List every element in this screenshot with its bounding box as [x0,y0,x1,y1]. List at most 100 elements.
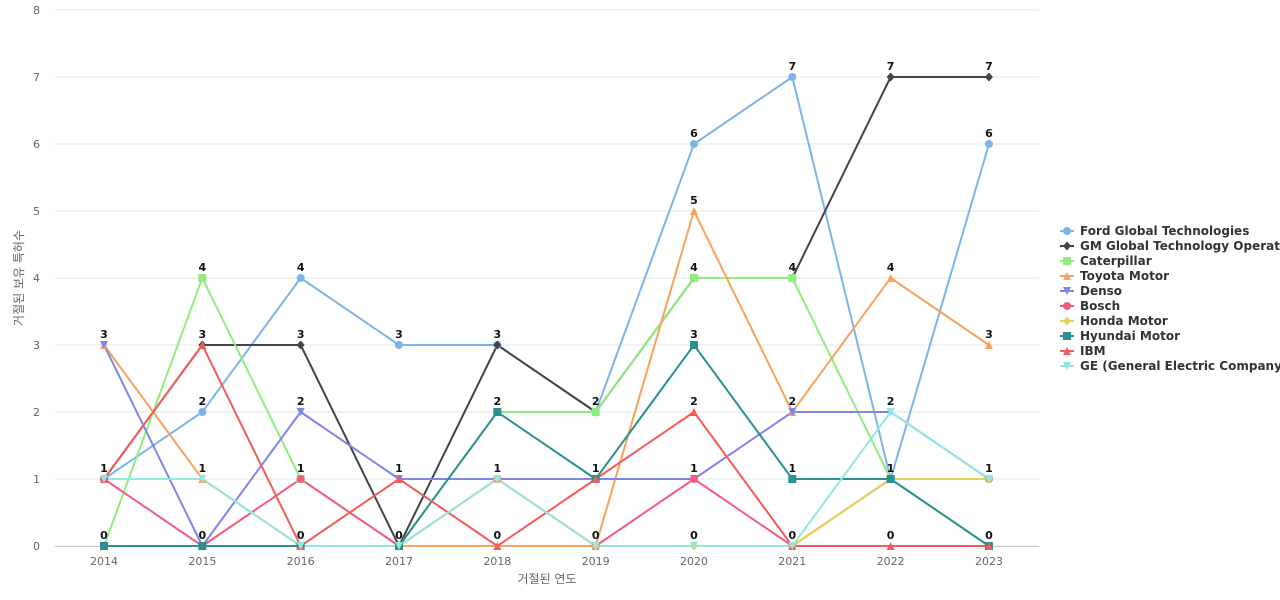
data-label: 0 [297,529,305,542]
data-label: 0 [887,529,895,542]
y-tick-label: 7 [33,71,40,84]
legend-marker [1063,316,1071,326]
legend-item[interactable]: IBM [1060,344,1106,358]
data-point [886,408,895,416]
legend-label: Denso [1080,284,1122,298]
data-label: 0 [100,529,108,542]
legend-marker [1063,362,1071,370]
data-point [886,475,895,483]
x-tick-label: 2017 [385,555,413,568]
data-point [984,72,993,82]
legend-label: Honda Motor [1080,314,1168,328]
data-label: 6 [985,127,993,140]
legend-item[interactable]: Hyundai Motor [1060,329,1180,343]
data-label: 2 [297,395,305,408]
legend-marker [1063,287,1071,295]
data-point [788,274,797,282]
y-axis-title: 거절된 보유 특허수 [12,230,26,326]
data-label: 1 [100,462,108,475]
data-point [788,73,797,81]
x-tick-label: 2019 [582,555,610,568]
data-point [198,274,207,282]
data-point [591,408,600,416]
legend-marker [1063,302,1071,310]
data-point [984,341,993,349]
legend-label: Toyota Motor [1080,269,1169,283]
data-point [493,408,502,416]
data-label: 7 [887,60,895,73]
data-point [100,341,108,349]
legend-item[interactable]: Toyota Motor [1060,269,1169,283]
x-tick-label: 2014 [90,555,118,568]
data-point [493,542,502,550]
data-point [591,475,600,483]
data-point [689,408,698,416]
data-label: 5 [690,194,698,207]
data-label: 1 [788,462,796,475]
y-tick-label: 3 [33,339,40,352]
series-line [103,76,989,547]
data-label: 3 [493,328,501,341]
legend-item[interactable]: Caterpillar [1060,254,1152,268]
data-label: 2 [690,395,698,408]
data-label: 0 [395,529,403,542]
legend-label: Caterpillar [1080,254,1152,268]
data-point [493,475,502,483]
data-label: 3 [690,328,698,341]
data-labels: 3104321043210310321021065432107421074210… [100,60,993,542]
legend-item[interactable]: GM Global Technology Operat... [1060,239,1280,253]
data-point [198,408,207,416]
data-label: 0 [199,529,207,542]
data-label: 0 [690,529,698,542]
data-label: 7 [788,60,796,73]
legend-marker [1063,257,1071,265]
legend-marker [1063,332,1071,340]
data-point [689,542,698,550]
data-label: 0 [493,529,501,542]
data-point [788,408,797,416]
data-label: 6 [690,127,698,140]
data-point [689,341,698,349]
data-label: 3 [297,328,305,341]
data-point [198,475,207,483]
data-label: 3 [199,328,207,341]
data-point [984,140,993,148]
data-point [296,475,305,483]
data-point [296,408,305,416]
y-tick-label: 5 [33,205,40,218]
x-tick-label: 2018 [483,555,511,568]
x-tick-label: 2023 [975,555,1003,568]
x-tick-label: 2020 [680,555,708,568]
y-tick-label: 2 [33,406,40,419]
legend-item[interactable]: Honda Motor [1060,314,1168,328]
data-point [591,542,600,550]
data-point [788,542,797,550]
legend-label: GE (General Electric Company) [1080,359,1280,373]
y-tick-label: 8 [33,4,40,17]
data-label: 2 [788,395,796,408]
axes: 거절된 연도 거절된 보유 특허수 2014 2015 2016 2017 2018 20… [12,230,1039,586]
legend-item[interactable]: Ford Global Technologies [1060,224,1249,238]
legend-item[interactable]: Bosch [1060,299,1120,313]
series-markers [100,72,993,551]
series-lines [103,76,990,547]
data-label: 1 [985,462,993,475]
data-label: 4 [690,261,698,274]
legend-item[interactable]: Denso [1060,284,1122,298]
x-axis-title: 거절된 연도 [517,572,576,586]
series-line [103,277,990,547]
data-label: 4 [788,261,796,274]
legend-label: Ford Global Technologies [1080,224,1249,238]
data-point [984,475,993,483]
x-tick-label: 2016 [287,555,315,568]
data-point [296,542,305,550]
data-point [788,475,797,483]
legend-item[interactable]: GE (General Electric Company) [1060,359,1280,373]
data-label: 3 [100,328,108,341]
legend-label: Bosch [1080,299,1120,313]
data-label: 1 [395,462,403,475]
series-line [103,344,990,547]
data-label: 4 [199,261,207,274]
